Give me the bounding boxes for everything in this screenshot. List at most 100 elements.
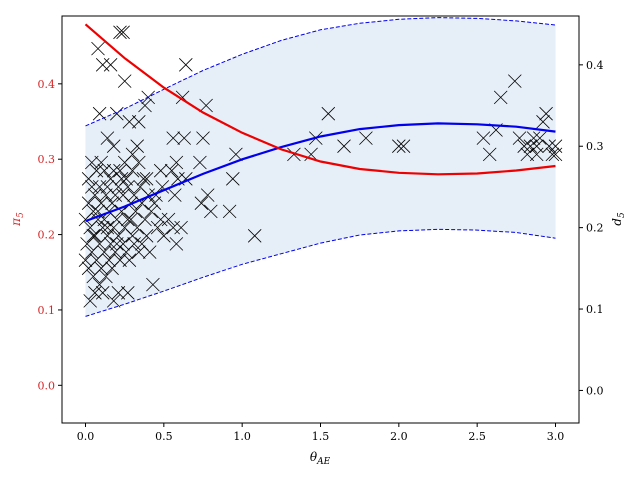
x-marker bbox=[83, 294, 97, 308]
x-marker bbox=[121, 286, 135, 300]
x-marker bbox=[169, 237, 184, 251]
x-marker bbox=[304, 147, 318, 162]
x-tick-label: 1.0 bbox=[233, 430, 251, 443]
x-tick-label: 2.5 bbox=[468, 430, 486, 443]
x-marker bbox=[117, 74, 132, 88]
lower-bound-line bbox=[85, 228, 556, 317]
x-marker bbox=[106, 139, 121, 153]
x-marker bbox=[85, 155, 99, 170]
x-marker bbox=[226, 172, 240, 186]
x-marker bbox=[88, 286, 102, 300]
x-marker bbox=[99, 188, 113, 202]
x-marker bbox=[179, 58, 193, 72]
x-marker bbox=[121, 180, 135, 194]
x-marker bbox=[142, 245, 157, 259]
x-marker bbox=[517, 139, 531, 153]
x-marker bbox=[520, 147, 535, 162]
x-marker bbox=[146, 277, 160, 292]
x-marker bbox=[132, 155, 146, 170]
x-marker bbox=[110, 237, 124, 251]
x-marker bbox=[100, 220, 115, 235]
x-marker bbox=[105, 196, 119, 210]
x-marker bbox=[542, 139, 556, 153]
x-tick-label: 0.5 bbox=[155, 430, 173, 443]
x-marker bbox=[103, 58, 118, 72]
x-marker bbox=[103, 237, 118, 251]
x-marker bbox=[548, 147, 563, 162]
axes: 0.0 0.5 1.0 1.5 2.0 2.5 3.0 0.0 0.1 0.2 0.3 0.4 0.0 0… bbox=[38, 59, 604, 443]
x-marker bbox=[359, 131, 373, 145]
x-marker bbox=[533, 131, 547, 145]
x-marker bbox=[482, 147, 497, 162]
x-marker bbox=[539, 106, 553, 121]
plot-area bbox=[78, 17, 563, 317]
left-tick-label: 0.0 bbox=[38, 379, 56, 392]
left-tick-label: 0.3 bbox=[38, 153, 56, 166]
x-marker bbox=[168, 188, 182, 202]
x-marker bbox=[194, 196, 209, 210]
x-marker bbox=[166, 220, 180, 235]
x-marker bbox=[153, 212, 168, 227]
x-marker bbox=[125, 229, 140, 243]
x-marker bbox=[147, 196, 162, 210]
x-marker bbox=[81, 196, 96, 210]
left-tick-label: 0.1 bbox=[38, 304, 56, 317]
x-marker bbox=[92, 277, 107, 292]
x-marker bbox=[111, 286, 126, 300]
right-tick-label: 0.3 bbox=[586, 140, 604, 153]
x-marker bbox=[337, 139, 351, 153]
x-marker bbox=[132, 115, 146, 129]
x-marker bbox=[157, 229, 171, 243]
x-marker bbox=[166, 131, 180, 145]
x-marker bbox=[196, 131, 210, 145]
x-marker bbox=[174, 220, 188, 235]
x-marker bbox=[86, 269, 101, 284]
x-marker bbox=[153, 163, 168, 178]
x-marker bbox=[144, 204, 159, 219]
x-marker bbox=[392, 139, 406, 153]
x-marker bbox=[122, 253, 137, 267]
x-marker bbox=[94, 155, 108, 170]
x-marker bbox=[130, 139, 144, 153]
x-marker bbox=[108, 188, 123, 202]
x-marker bbox=[139, 229, 154, 243]
x-marker bbox=[81, 172, 96, 186]
right-tick-label: 0.0 bbox=[586, 384, 604, 397]
x-marker bbox=[100, 131, 115, 145]
confidence-band bbox=[85, 17, 556, 317]
x-marker bbox=[493, 90, 508, 105]
x-marker bbox=[111, 180, 126, 194]
x-marker bbox=[545, 147, 560, 162]
x-tick-label: 0.0 bbox=[77, 430, 95, 443]
x-marker bbox=[106, 220, 121, 235]
x-marker bbox=[124, 212, 138, 227]
right-tick-label: 0.4 bbox=[586, 59, 604, 72]
x-marker bbox=[526, 131, 541, 145]
x-tick-label: 2.0 bbox=[390, 430, 408, 443]
x-marker bbox=[113, 163, 127, 178]
x-marker bbox=[161, 212, 176, 227]
x-marker bbox=[132, 245, 146, 259]
x-marker bbox=[119, 245, 133, 259]
x-marker bbox=[193, 155, 207, 170]
mean-curve bbox=[85, 122, 556, 223]
x-marker bbox=[529, 139, 544, 153]
pi-curve bbox=[84, 23, 556, 176]
x-marker bbox=[155, 180, 170, 194]
x-marker bbox=[83, 220, 97, 235]
x-tick-label: 3.0 bbox=[547, 430, 565, 443]
x-marker bbox=[91, 41, 105, 56]
x-marker bbox=[508, 74, 522, 88]
x-marker bbox=[222, 204, 237, 219]
x-marker bbox=[150, 220, 165, 235]
x-marker bbox=[164, 163, 179, 178]
x-marker bbox=[135, 196, 149, 210]
x-marker bbox=[85, 245, 99, 259]
right-tick-label: 0.1 bbox=[586, 303, 604, 316]
x-marker bbox=[78, 212, 93, 227]
upper-bound-line bbox=[85, 17, 556, 127]
x-marker bbox=[95, 286, 110, 300]
x-marker bbox=[536, 115, 550, 129]
x-marker bbox=[229, 147, 243, 162]
x-marker bbox=[85, 180, 99, 194]
